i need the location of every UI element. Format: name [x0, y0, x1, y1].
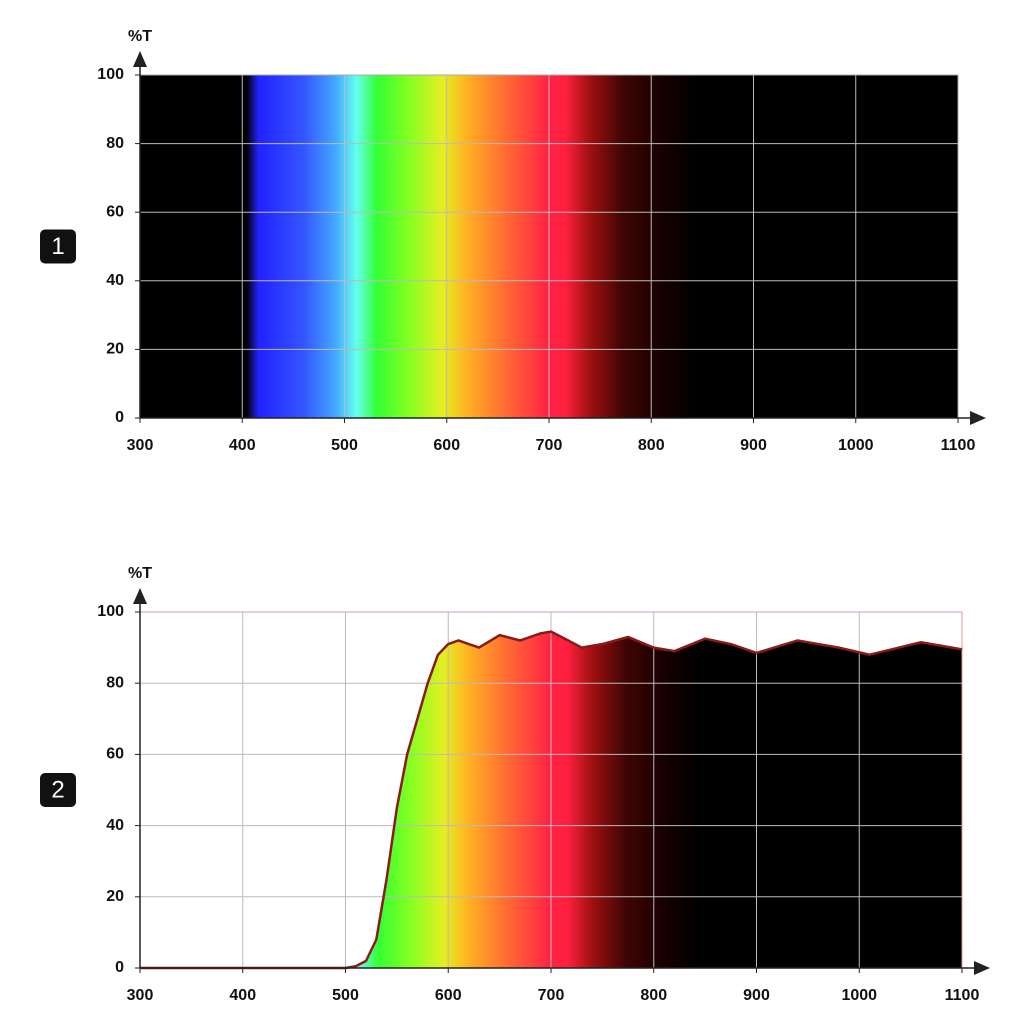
y-tick-label: 60 — [106, 746, 124, 763]
x-tick-label: 700 — [538, 987, 565, 1004]
y-axis-label: %T — [128, 28, 152, 45]
x-tick-label: 600 — [435, 987, 462, 1004]
x-axis-arrow — [970, 411, 986, 425]
y-tick-label: 20 — [106, 888, 124, 905]
y-tick-label: 80 — [106, 135, 124, 152]
y-tick-label: 20 — [106, 341, 124, 358]
x-tick-label: 800 — [638, 437, 665, 454]
y-tick-label: 80 — [106, 674, 124, 691]
panel-label: 1 — [51, 233, 64, 260]
y-axis-label: %T — [128, 565, 152, 582]
y-tick-label: 60 — [106, 203, 124, 220]
x-tick-label: 400 — [229, 437, 256, 454]
x-tick-label: 900 — [743, 987, 770, 1004]
x-tick-label: 500 — [331, 437, 358, 454]
y-tick-label: 100 — [97, 603, 124, 620]
x-tick-label: 1100 — [941, 437, 976, 454]
x-tick-label: 1000 — [841, 987, 877, 1004]
x-tick-label: 500 — [332, 987, 359, 1004]
x-tick-label: 900 — [740, 437, 767, 454]
x-axis-arrow — [974, 961, 990, 975]
y-tick-label: 100 — [97, 66, 124, 83]
y-tick-label: 40 — [106, 272, 124, 289]
x-tick-label: 600 — [433, 437, 460, 454]
y-tick-label: 40 — [106, 817, 124, 834]
transmission-line — [140, 630, 963, 970]
y-axis-arrow — [133, 588, 147, 604]
panel-badge — [40, 229, 76, 264]
panel-badge — [40, 773, 76, 807]
x-tick-label: 300 — [127, 987, 154, 1004]
y-tick-label: 0 — [115, 409, 124, 426]
x-tick-label: 1000 — [838, 437, 874, 454]
x-tick-label: 1100 — [945, 987, 980, 1004]
x-tick-label: 700 — [536, 437, 563, 454]
x-tick-label: 300 — [127, 437, 154, 454]
y-axis-arrow — [133, 51, 147, 67]
x-tick-label: 800 — [640, 987, 667, 1004]
panel-label: 2 — [51, 776, 64, 803]
y-tick-label: 0 — [115, 959, 124, 976]
x-tick-label: 400 — [229, 987, 256, 1004]
